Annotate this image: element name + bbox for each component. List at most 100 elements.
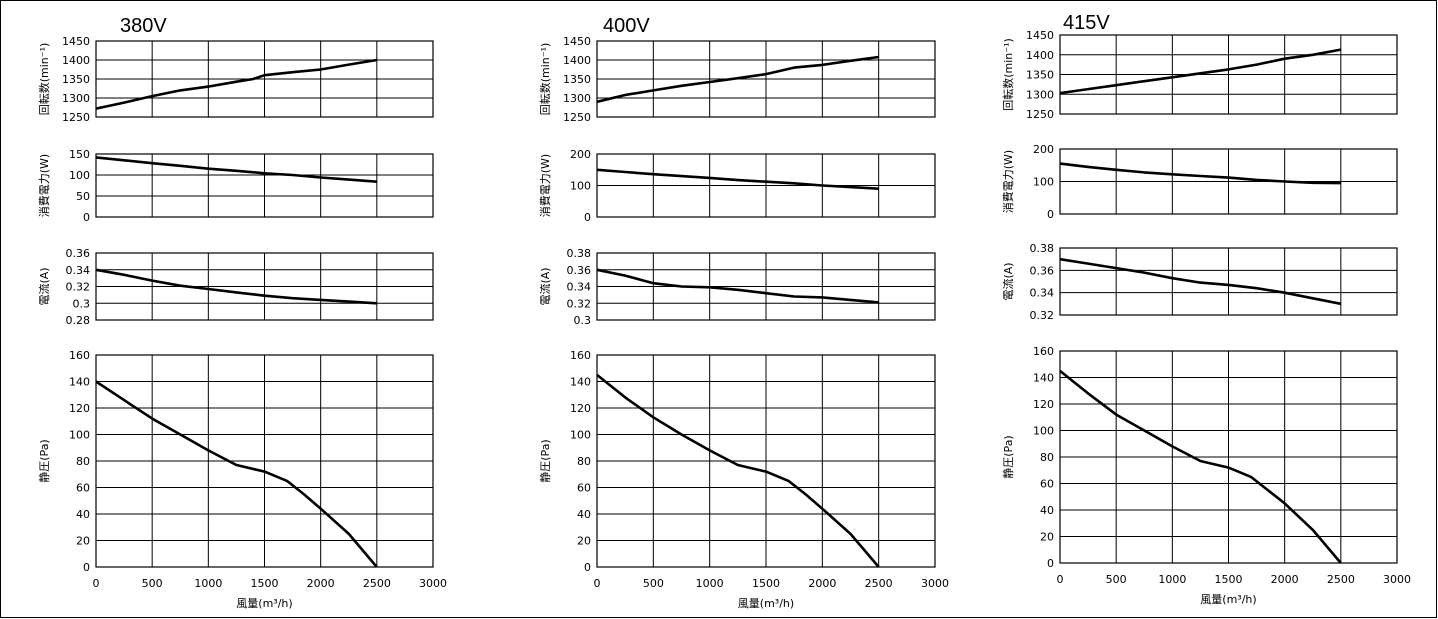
subplot-2: 0 100 200 消費電力(W) — [538, 148, 936, 224]
plot-frame — [596, 40, 936, 118]
plot-frame — [596, 252, 936, 321]
series-line — [1059, 369, 1342, 564]
plot-frame — [596, 354, 936, 568]
x-tick-label: 1000 — [194, 577, 222, 590]
y-tick-label: 1350 — [1026, 69, 1054, 82]
y-axis-label: 回転数(min⁻¹) — [38, 43, 51, 116]
y-tick-label: 0 — [1047, 557, 1054, 570]
y-tick-label: 20 — [76, 535, 90, 548]
subplot-3: 0.28 0.3 0.32 0.34 0.36 電流(A) — [37, 247, 434, 327]
subplot-1: 1250 1300 1350 1400 1450 回転数(min⁻¹) — [1002, 29, 1398, 121]
x-tick-label: 3000 — [921, 577, 949, 590]
y-axis-label: 電流(A) — [538, 267, 552, 305]
y-tick-label: 60 — [577, 482, 591, 495]
y-tick-label: 0.28 — [66, 314, 91, 327]
series-line — [1059, 48, 1342, 95]
y-tick-label: 1450 — [1026, 29, 1054, 42]
x-tick-label: 2000 — [1271, 573, 1299, 586]
y-axis-label: 消費電力(W) — [1001, 150, 1015, 213]
y-tick-label: 0 — [83, 561, 90, 574]
series-line — [95, 268, 377, 305]
x-axis-label: 風量(m³/h) — [236, 597, 292, 610]
y-tick-label: 0 — [1047, 208, 1054, 221]
y-tick-label: 40 — [76, 508, 90, 521]
y-tick-label: 1250 — [62, 111, 90, 124]
y-axis-label: 回転数(min⁻¹) — [539, 43, 552, 116]
subplot-4: 0 20 40 60 80 100 120 140 160 静圧(Pa) 0 500 1000 1500 2… — [1001, 345, 1411, 606]
series-line — [1059, 257, 1342, 306]
x-tick-label: 0 — [594, 577, 601, 590]
x-tick-label: 2500 — [1327, 573, 1355, 586]
series-line — [1059, 162, 1341, 185]
y-tick-label: 160 — [69, 349, 90, 362]
plot-frame — [95, 354, 434, 568]
chart-1: 380V12501300135014001450回転数(min⁻¹)050100… — [37, 15, 447, 610]
chart-title: 400V — [603, 15, 650, 37]
chart-3: 415V12501300135014001450回転数(min⁻¹)010020… — [1001, 12, 1411, 606]
y-tick-label: 1400 — [563, 54, 591, 67]
y-tick-label: 0.36 — [1030, 264, 1055, 277]
x-tick-label: 1000 — [1158, 573, 1186, 586]
x-tick-label: 500 — [142, 577, 163, 590]
y-tick-label: 1400 — [62, 54, 90, 67]
plot-frame — [1059, 34, 1398, 115]
y-tick-label: 80 — [76, 455, 90, 468]
chart-title: 415V — [1063, 12, 1110, 34]
y-tick-label: 120 — [69, 402, 90, 415]
y-tick-label: 140 — [1033, 372, 1054, 385]
y-tick-label: 140 — [69, 376, 90, 389]
subplot-3: 0.3 0.32 0.34 0.36 0.38 電流(A) — [538, 247, 936, 327]
series-line — [596, 55, 879, 104]
y-tick-label: 60 — [76, 482, 90, 495]
x-tick-label: 500 — [1106, 573, 1127, 586]
x-tick-label: 2500 — [865, 577, 893, 590]
plot-frame — [1059, 148, 1398, 215]
plot-frame — [95, 153, 434, 218]
y-axis-label: 消費電力(W) — [37, 154, 51, 217]
y-tick-label: 0 — [584, 211, 591, 224]
y-tick-label: 40 — [1040, 504, 1054, 517]
y-axis-label: 消費電力(W) — [538, 154, 552, 217]
subplot-1: 1250 1300 1350 1400 1450 回転数(min⁻¹) — [539, 35, 936, 124]
x-tick-label: 2500 — [363, 577, 391, 590]
x-tick-label: 2000 — [307, 577, 335, 590]
y-tick-label: 80 — [577, 455, 591, 468]
y-tick-label: 60 — [1040, 478, 1054, 491]
y-axis-label: 回転数(min⁻¹) — [1002, 38, 1015, 111]
x-tick-label: 1000 — [696, 577, 724, 590]
y-tick-label: 40 — [577, 508, 591, 521]
x-tick-label: 0 — [93, 577, 100, 590]
y-tick-label: 0.36 — [66, 247, 91, 260]
x-tick-label: 0 — [1057, 573, 1064, 586]
y-tick-label: 1300 — [563, 92, 591, 105]
y-axis-label: 静圧(Pa) — [37, 439, 51, 482]
plot-frame — [95, 40, 434, 118]
y-tick-label: 1250 — [563, 111, 591, 124]
y-tick-label: 100 — [570, 429, 591, 442]
y-tick-label: 1300 — [1026, 88, 1054, 101]
y-tick-label: 0.38 — [567, 247, 592, 260]
y-tick-label: 0.34 — [66, 264, 91, 277]
y-tick-label: 0.32 — [1030, 309, 1055, 322]
x-axis-label: 風量(m³/h) — [738, 597, 794, 610]
subplot-4: 0 20 40 60 80 100 120 140 160 静圧(Pa) 0 500 1000 1500 2… — [538, 349, 949, 610]
y-tick-label: 0.34 — [567, 281, 592, 294]
x-tick-label: 1500 — [752, 577, 780, 590]
y-tick-label: 0.32 — [66, 281, 91, 294]
x-tick-label: 500 — [643, 577, 664, 590]
y-tick-label: 0.3 — [73, 297, 91, 310]
y-tick-label: 0.38 — [1030, 242, 1055, 255]
series-line — [95, 380, 378, 568]
y-tick-label: 80 — [1040, 451, 1054, 464]
series-line — [596, 168, 879, 190]
y-tick-label: 50 — [76, 190, 90, 203]
x-axis-label: 風量(m³/h) — [1200, 593, 1256, 606]
y-tick-label: 1250 — [1026, 108, 1054, 121]
y-tick-label: 200 — [1033, 143, 1054, 156]
y-tick-label: 0.3 — [574, 314, 592, 327]
x-tick-label: 3000 — [419, 577, 447, 590]
x-tick-label: 1500 — [1215, 573, 1243, 586]
y-tick-label: 0.34 — [1030, 287, 1055, 300]
y-tick-label: 20 — [1040, 531, 1054, 544]
plot-frame — [596, 153, 936, 218]
